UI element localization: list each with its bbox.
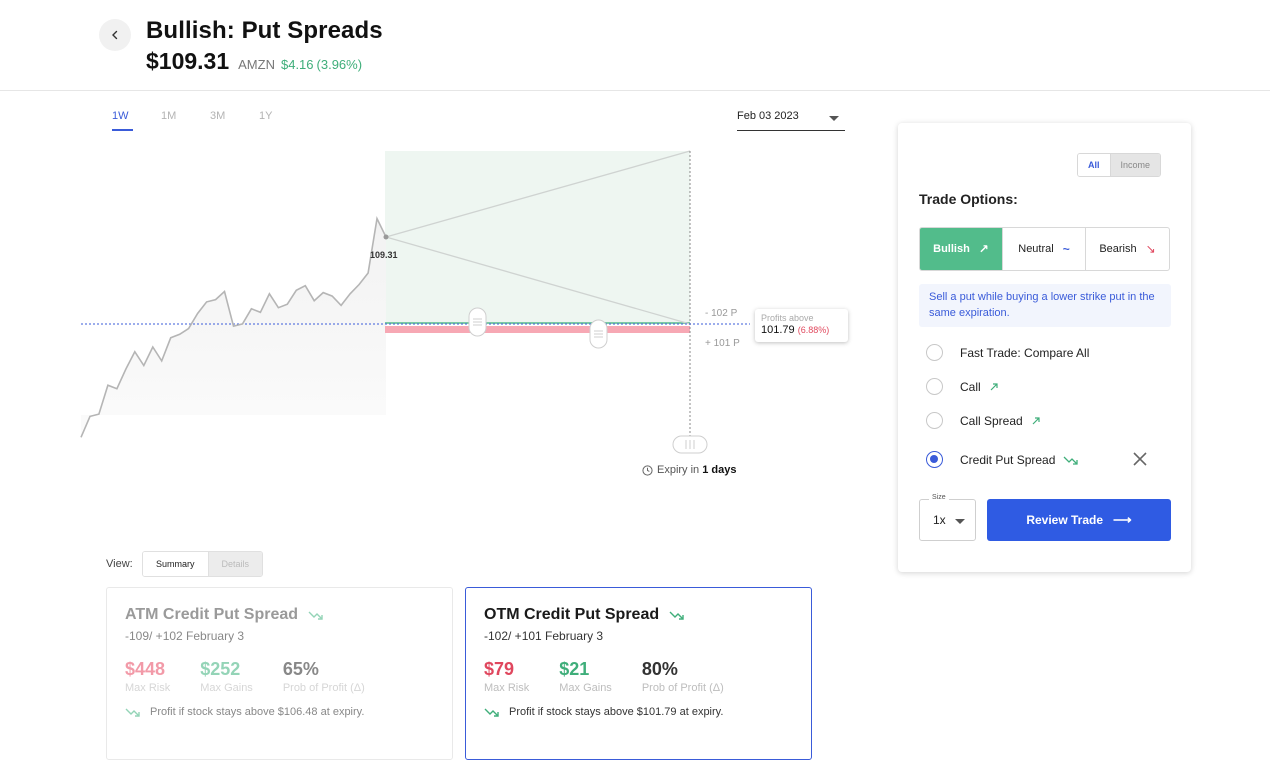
card-note: Profit if stock stays above $101.79 at e… xyxy=(484,706,793,718)
card-subtitle: -102/ +101 February 3 xyxy=(484,629,604,643)
card-note: Profit if stock stays above $106.48 at e… xyxy=(125,706,434,718)
chevron-left-icon xyxy=(112,30,118,40)
profit-zone xyxy=(385,151,690,323)
price-change-percent: (3.96%) xyxy=(316,57,363,72)
ticker-symbol: AMZN xyxy=(238,57,275,72)
radio-button-checked[interactable] xyxy=(926,451,943,468)
price-line xyxy=(80,215,387,438)
prob-profit-stat: 65% Prob of Profit (Δ) xyxy=(282,659,365,694)
trend-up-icon xyxy=(1063,456,1079,465)
sentiment-selector: Bullish ↗ Neutral ~ Bearish ↘ xyxy=(919,227,1170,271)
time-range-tabs: 1W 1M 3M 1Y xyxy=(112,110,308,139)
max-risk-stat: $79 Max Risk xyxy=(484,659,530,694)
sentiment-bullish-button[interactable]: Bullish ↗ xyxy=(920,228,1003,270)
atm-strategy-card[interactable]: ATM Credit Put Spread -109/ +102 Februar… xyxy=(106,587,453,760)
expiry-handle[interactable] xyxy=(672,435,708,454)
tab-3m[interactable]: 3M xyxy=(210,110,226,122)
strategy-description: Sell a put while buying a lower strike p… xyxy=(919,284,1171,327)
card-subtitle: -109/ +102 February 3 xyxy=(125,629,245,643)
tab-1w[interactable]: 1W xyxy=(112,110,161,139)
loss-zone xyxy=(385,326,690,333)
review-trade-button[interactable]: Review Trade ⟶ xyxy=(987,499,1171,541)
radio-button[interactable] xyxy=(926,344,943,361)
short-strike-label: - 102 P xyxy=(705,308,738,319)
current-price-label: 109.31 xyxy=(370,250,398,260)
trade-options-panel: All Income Trade Options: Bullish ↗ Neutr… xyxy=(898,123,1191,572)
option-fast-trade[interactable]: Fast Trade: Compare All xyxy=(926,344,1089,361)
page-title: Bullish: Put Spreads xyxy=(146,17,383,44)
card-title: OTM Credit Put Spread xyxy=(484,606,793,624)
long-strike-label: + 101 P xyxy=(705,338,740,349)
expiry-date-select[interactable]: Feb 03 2023 xyxy=(737,110,845,131)
close-icon[interactable] xyxy=(1131,450,1149,468)
arrow-right-icon: ⟶ xyxy=(1113,512,1132,527)
size-select[interactable]: Size 1x xyxy=(919,494,976,541)
arrow-up-right-icon xyxy=(990,382,998,390)
size-label: Size xyxy=(929,494,949,501)
expiry-countdown: Expiry in 1 days xyxy=(642,464,736,476)
view-toggle: Summary Details xyxy=(142,551,264,577)
card-stats: $79 Max Risk $21 Max Gains 80% Prob of Prof… xyxy=(484,659,793,694)
tab-1m[interactable]: 1M xyxy=(161,110,177,122)
trend-up-icon xyxy=(308,611,323,620)
price-change-amount: $4.16 xyxy=(280,57,314,72)
trend-up-icon xyxy=(669,611,684,620)
option-call[interactable]: Call xyxy=(926,378,999,395)
filter-all-button[interactable]: All xyxy=(1078,154,1111,176)
price-row: $109.31 AMZN $4.16 (3.96%) xyxy=(146,48,362,75)
arrow-down-right-icon: ↘ xyxy=(1145,242,1156,256)
trend-up-icon xyxy=(484,708,499,717)
max-gains-stat: $252 Max Gains xyxy=(200,659,253,694)
caret-down-icon xyxy=(829,116,839,121)
trade-options-title: Trade Options: xyxy=(919,191,1018,207)
cone-upper-line xyxy=(385,150,691,238)
filter-income-button[interactable]: Income xyxy=(1110,154,1161,176)
filter-toggle: All Income xyxy=(1077,153,1162,177)
sentiment-bearish-button[interactable]: Bearish ↘ xyxy=(1099,242,1156,256)
expiry-date-value: Feb 03 2023 xyxy=(737,110,799,122)
sentiment-neutral-button[interactable]: Neutral ~ xyxy=(1003,228,1086,270)
back-button[interactable] xyxy=(99,19,131,51)
payoff-chart xyxy=(80,150,750,454)
max-risk-stat: $448 Max Risk xyxy=(125,659,171,694)
card-stats: $448 Max Risk $252 Max Gains 65% Prob of Pr… xyxy=(125,659,434,694)
max-gains-stat: $21 Max Gains xyxy=(559,659,612,694)
cone-lower-line xyxy=(385,236,691,325)
tab-1y[interactable]: 1Y xyxy=(259,110,273,122)
radio-button[interactable] xyxy=(926,378,943,395)
arrow-up-right-icon xyxy=(1032,416,1040,424)
view-label: View: xyxy=(106,558,133,570)
caret-down-icon xyxy=(955,519,965,524)
current-price-dot xyxy=(383,234,389,240)
short-strike-line xyxy=(385,322,690,324)
prob-profit-stat: 80% Prob of Profit (Δ) xyxy=(641,659,724,694)
profit-tooltip-title: Profits above xyxy=(761,313,814,323)
wave-icon: ~ xyxy=(1062,242,1070,256)
stock-price: $109.31 xyxy=(146,48,230,74)
option-call-spread[interactable]: Call Spread xyxy=(926,412,1041,429)
page-header: Bullish: Put Spreads $109.31 AMZN $4.16 … xyxy=(0,0,1270,91)
profit-tooltip: Profits above 101.79 (6.88%) xyxy=(755,309,848,342)
view-details-button[interactable]: Details xyxy=(208,552,263,576)
trend-up-icon xyxy=(125,708,140,717)
otm-strategy-card[interactable]: OTM Credit Put Spread -102/ +101 Februar… xyxy=(465,587,812,760)
size-value: 1x xyxy=(933,513,946,527)
profit-tooltip-percent: (6.88%) xyxy=(797,325,830,335)
view-summary-button[interactable]: Summary xyxy=(143,552,209,576)
clock-icon xyxy=(642,464,653,476)
arrow-up-right-icon: ↗ xyxy=(978,242,989,256)
long-strike-handle[interactable] xyxy=(589,319,608,349)
radio-button[interactable] xyxy=(926,412,943,429)
profit-tooltip-value: 101.79 (6.88%) xyxy=(761,324,830,336)
short-strike-handle[interactable] xyxy=(468,307,487,337)
card-title: ATM Credit Put Spread xyxy=(125,606,434,624)
option-credit-put-spread[interactable]: Credit Put Spread xyxy=(926,451,1079,468)
price-area xyxy=(81,218,386,438)
